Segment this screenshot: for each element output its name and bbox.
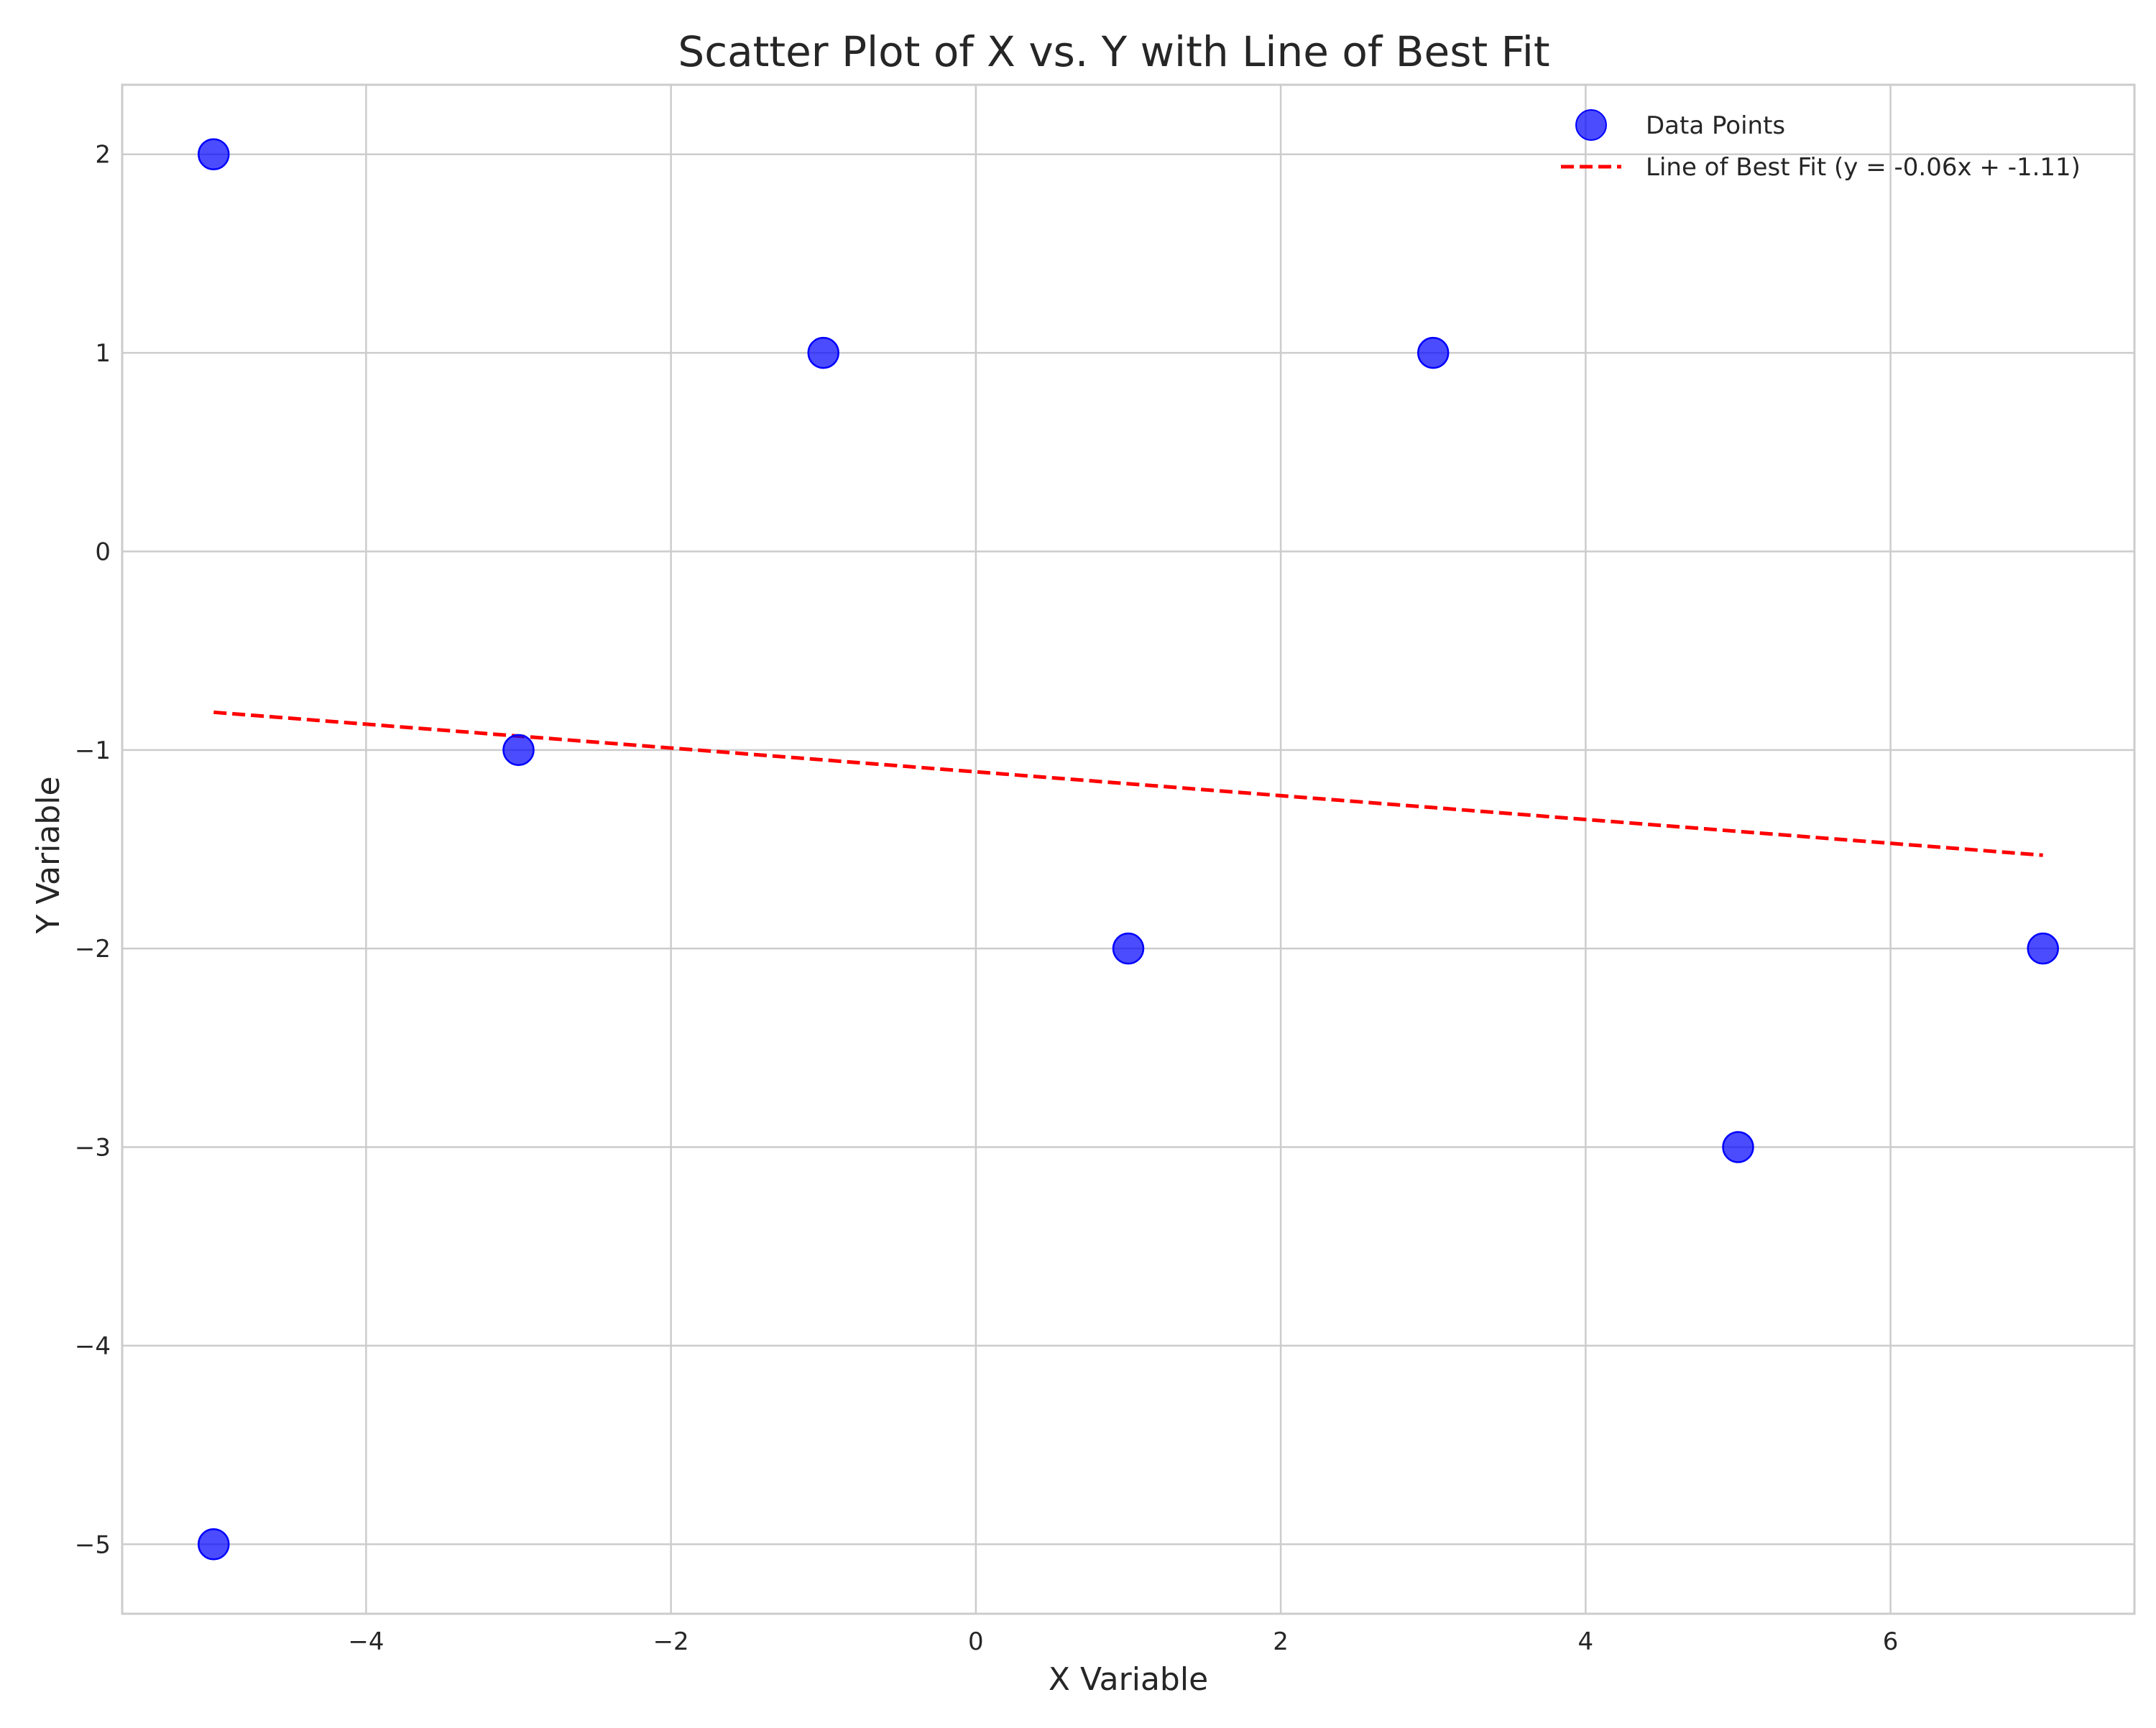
x-tick-label: 0 <box>968 1627 984 1656</box>
grid-lines <box>122 85 2134 1614</box>
legend-label-best-fit-line: Line of Best Fit (y = -0.06x + -1.11) <box>1646 153 2081 182</box>
data-point <box>198 138 230 170</box>
data-point <box>1722 1131 1754 1163</box>
y-tick-label: −3 <box>75 1134 111 1163</box>
x-tick-label: 2 <box>1273 1627 1289 1656</box>
x-tick-label: 6 <box>1883 1627 1899 1656</box>
x-axis-label: X Variable <box>1049 1661 1208 1698</box>
data-point <box>1416 336 1450 369</box>
legend: Data Points Line of Best Fit (y = -0.06x… <box>1561 109 2081 182</box>
y-tick-label: 2 <box>95 141 111 170</box>
y-tick-label: −5 <box>75 1530 111 1559</box>
x-tick-label: −4 <box>348 1627 384 1656</box>
y-axis-label: Y Variable <box>30 776 67 934</box>
tick-labels: −4 −2 0 2 4 6 −5 −4 −3 −2 −1 0 1 2 <box>75 141 1899 1656</box>
data-point <box>807 336 840 369</box>
chart-title: Scatter Plot of X vs. Y with Line of Bes… <box>678 27 1549 76</box>
data-point <box>502 734 535 767</box>
plot-area-frame <box>121 83 2136 1615</box>
series-layer <box>198 138 2059 1561</box>
legend-marker-data-points <box>1575 109 1607 141</box>
x-tick-label: 4 <box>1578 1627 1594 1656</box>
y-tick-label: −1 <box>75 736 111 765</box>
legend-label-data-points: Data Points <box>1646 111 1785 140</box>
data-point <box>1112 932 1145 965</box>
data-point <box>2027 932 2059 965</box>
y-tick-label: −2 <box>75 935 111 964</box>
x-tick-label: −2 <box>653 1627 689 1656</box>
y-tick-label: −4 <box>75 1332 111 1361</box>
data-point <box>198 1528 230 1561</box>
y-tick-label: 1 <box>95 339 111 368</box>
y-tick-label: 0 <box>95 537 111 566</box>
